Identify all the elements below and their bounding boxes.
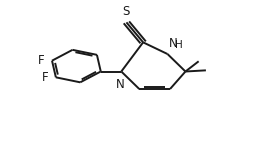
Text: H: H xyxy=(175,40,182,50)
Text: F: F xyxy=(42,71,48,84)
Text: S: S xyxy=(123,5,130,18)
Text: N: N xyxy=(169,37,178,50)
Text: N: N xyxy=(116,78,124,91)
Text: F: F xyxy=(38,54,44,67)
